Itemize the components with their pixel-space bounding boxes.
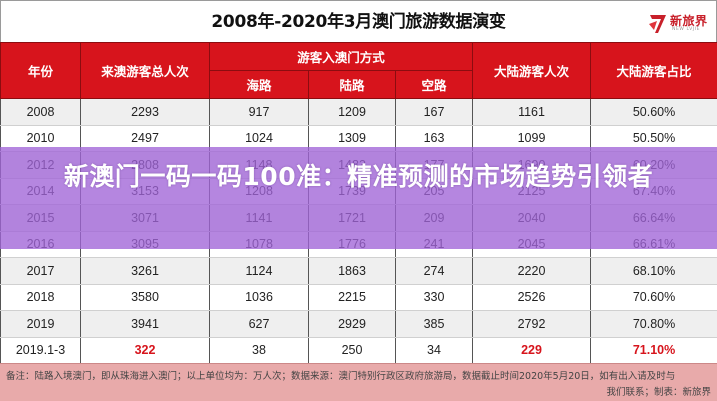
headline-overlay-text: 新澳门一码一码100准：精准预测的市场趋势引领者 [30,158,687,196]
cell-share: 70.80% [591,311,717,338]
header-year: 年份 [1,43,81,99]
cell-total: 3580 [81,284,210,311]
header-mainland-share: 大陆游客占比 [591,43,717,99]
arrow-logo-icon [648,12,668,34]
table-row: 2019 3941 627 2929 385 2792 70.80% [1,311,717,338]
cell-mainland: 2526 [473,284,591,311]
cell-sea: 917 [210,99,309,126]
header-total-visitors: 来澳游客总人次 [81,43,210,99]
cell-air: 34 [396,337,473,364]
cell-land: 2929 [309,311,396,338]
page-title: 2008年-2020年3月澳门旅游数据演变 [0,0,717,42]
cell-air: 274 [396,258,473,285]
footnote: 备注：陆路入境澳门，即从珠海进入澳门；以上单位均为：万人次；数据来源：澳门特别行… [0,363,717,401]
cell-mainland: 2792 [473,311,591,338]
cell-mainland: 229 [473,337,591,364]
cell-air: 330 [396,284,473,311]
cell-air: 167 [396,99,473,126]
cell-year: 2018 [1,284,81,311]
cell-mainland: 2220 [473,258,591,285]
cell-sea: 38 [210,337,309,364]
cell-share: 71.10% [591,337,717,364]
footnote-line-2: 我们联系；制表：新旅界 [606,384,711,398]
table-row: 2008 2293 917 1209 167 1161 50.60% [1,99,717,126]
cell-sea: 627 [210,311,309,338]
cell-sea: 1124 [210,258,309,285]
cell-land: 1863 [309,258,396,285]
cell-share: 50.60% [591,99,717,126]
cell-air: 385 [396,311,473,338]
footnote-line-1: 备注：陆路入境澳门，即从珠海进入澳门；以上单位均为：万人次；数据来源：澳门特别行… [6,368,675,382]
cell-mainland: 1161 [473,99,591,126]
cell-share: 70.60% [591,284,717,311]
header-land: 陆路 [309,71,396,99]
header-air: 空路 [396,71,473,99]
cell-land: 2215 [309,284,396,311]
cell-share: 68.10% [591,258,717,285]
cell-total: 2293 [81,99,210,126]
cell-land: 250 [309,337,396,364]
cell-total: 3941 [81,311,210,338]
header-mainland-visitors: 大陆游客人次 [473,43,591,99]
header-sea: 海路 [210,71,309,99]
cell-year: 2017 [1,258,81,285]
cell-land: 1209 [309,99,396,126]
cell-sea: 1036 [210,284,309,311]
header-entry-mode: 游客入澳门方式 [210,43,473,71]
cell-total: 3261 [81,258,210,285]
cell-year: 2019 [1,311,81,338]
table-row: 2019.1-3 322 38 250 34 229 71.10% [1,337,717,364]
logo-text-en: NEW LVJIE [672,27,700,32]
table-row: 2017 3261 1124 1863 274 2220 68.10% [1,258,717,285]
cell-year: 2019.1-3 [1,337,81,364]
cell-total: 322 [81,337,210,364]
brand-logo: 新旅界 NEW LVJIE [648,12,714,36]
table-row: 2018 3580 1036 2215 330 2526 70.60% [1,284,717,311]
cell-year: 2008 [1,99,81,126]
